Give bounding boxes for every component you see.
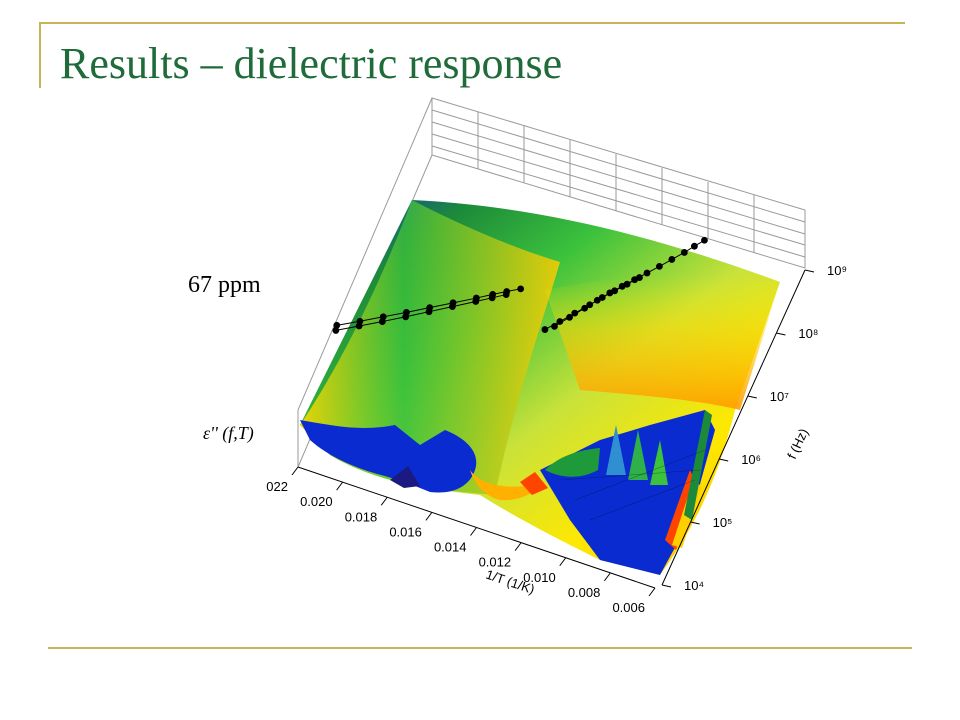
x-tick-label: 0.012 xyxy=(479,555,512,570)
x-axis: 022 0.020 0.018 0.016 0.014 0.012 0.010 0.008 0.… xyxy=(266,466,656,615)
data-point xyxy=(623,280,631,288)
data-point xyxy=(598,294,606,301)
x-tick-label: 0.020 xyxy=(300,494,333,509)
x-tick-label: 0.010 xyxy=(523,570,556,585)
data-point xyxy=(448,303,456,310)
data-point xyxy=(333,321,341,329)
x-tick-mark xyxy=(336,481,344,491)
x-tick-mark xyxy=(559,557,567,567)
data-point xyxy=(656,263,663,270)
title-rule-left xyxy=(39,22,41,88)
y-tick-mark xyxy=(776,332,786,336)
series-line xyxy=(336,288,521,326)
data-point xyxy=(586,301,594,309)
data-point xyxy=(571,309,579,317)
data-point xyxy=(643,269,651,277)
x-tick-label: 0.006 xyxy=(612,600,645,615)
data-point xyxy=(556,318,564,325)
y-axis-line xyxy=(661,269,806,586)
x-tick-mark xyxy=(603,572,611,582)
relaxation-series xyxy=(332,236,708,334)
dielectric-surface xyxy=(300,200,780,575)
y-axis-label: f (Hz) xyxy=(784,426,811,461)
y-tick-mark xyxy=(661,584,672,588)
footer-rule xyxy=(48,647,912,649)
data-point xyxy=(425,308,433,316)
y-tick-mark xyxy=(690,521,700,525)
x-tick-mark xyxy=(470,527,477,536)
x-tick-label: 0.008 xyxy=(568,585,601,600)
y-tick-label: 10⁴ xyxy=(684,578,704,593)
data-point xyxy=(611,287,619,295)
y-tick-label: 10⁷ xyxy=(770,389,789,404)
x-tick-mark xyxy=(514,542,522,551)
data-point xyxy=(488,294,496,302)
y-axis-ticks: 10⁴ 10⁵ 10⁶ 10⁷ 10⁸ 10⁹ xyxy=(661,263,847,593)
x-tick-label: 0.018 xyxy=(345,509,378,524)
data-point xyxy=(378,318,386,325)
data-point xyxy=(332,327,340,334)
title-rule-top xyxy=(40,22,905,24)
x-tick-mark xyxy=(648,587,656,597)
x-tick-label: 0.016 xyxy=(389,524,422,539)
y-tick-mark xyxy=(804,269,815,273)
data-point xyxy=(691,242,698,250)
data-point xyxy=(551,322,558,330)
data-point xyxy=(502,291,510,298)
y-tick-label: 10⁸ xyxy=(798,326,818,341)
data-point xyxy=(668,256,676,263)
y-tick-label: 10⁶ xyxy=(741,452,761,467)
x-tick-label: 0.014 xyxy=(434,540,467,555)
x-tick-mark xyxy=(380,496,388,506)
y-tick-mark xyxy=(719,458,729,462)
data-point xyxy=(402,313,410,321)
x-axis-ticks: 022 0.020 0.018 0.016 0.014 0.012 0.010 0.008 0.… xyxy=(266,466,656,615)
data-point xyxy=(701,236,708,244)
z-axis-label: ε'' (f,T) xyxy=(203,423,254,443)
data-point xyxy=(355,322,363,330)
data-point xyxy=(636,274,643,281)
data-point xyxy=(472,298,480,305)
x-tick-mark xyxy=(291,466,299,476)
data-point xyxy=(517,285,525,293)
x-tick-label: 022 xyxy=(266,479,288,494)
x-tick-mark xyxy=(425,512,433,521)
concentration-annotation: 67 ppm xyxy=(188,272,261,298)
y-tick-label: 10⁹ xyxy=(827,263,847,278)
data-point xyxy=(541,326,549,333)
slide-title: Results – dielectric response xyxy=(60,39,563,88)
y-tick-label: 10⁵ xyxy=(713,515,733,530)
data-point xyxy=(680,249,688,256)
y-tick-mark xyxy=(747,395,757,399)
